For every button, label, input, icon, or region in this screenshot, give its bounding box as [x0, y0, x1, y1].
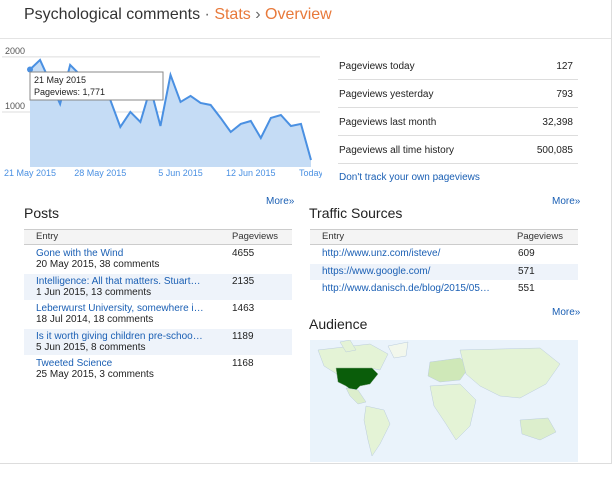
audience-map — [310, 340, 578, 462]
x-tick-label: 5 Jun 2015 — [158, 168, 203, 178]
col-header: Pageviews — [232, 231, 278, 242]
entry-meta: 5 Jun 2015, 8 comments — [36, 341, 146, 353]
entry-link[interactable]: Intelligence: All that matters. Stuart… — [36, 275, 201, 287]
table-row: http://www.unz.com/isteve/609 — [310, 246, 578, 263]
summary-row: Pageviews last month 32,398 — [338, 108, 578, 136]
area — [30, 59, 311, 168]
frame — [0, 0, 612, 464]
summary-label: Pageviews last month — [339, 117, 437, 128]
summary-row: Pageviews today 127 — [338, 52, 578, 80]
x-tick-label: 12 Jun 2015 — [226, 168, 276, 178]
table-row: Intelligence: All that matters. Stuart… 1… — [24, 273, 292, 301]
summary-row: Pageviews all time history 500,085 — [338, 136, 578, 164]
entry-link[interactable]: Is it worth giving children pre-schoo… — [36, 330, 203, 342]
overview: Overview — [265, 6, 332, 23]
y-tick-label: 2000 — [5, 46, 25, 56]
entry-meta: 18 Jul 2014, 18 comments — [36, 314, 154, 326]
table-row: Leberwurst University, somewhere i… 18 Ju… — [24, 301, 292, 328]
entry-link[interactable]: Tweeted Science — [36, 358, 113, 370]
pageviews: 1189 — [232, 330, 254, 342]
table-row: Is it worth giving children pre-schoo… 5 … — [24, 328, 292, 356]
dont-track-link[interactable]: Don't track your own pageviews — [339, 172, 480, 183]
europe — [427, 357, 471, 383]
entry-meta: 20 May 2015, 38 comments — [36, 259, 160, 270]
usa — [335, 367, 379, 393]
divider — [0, 38, 611, 39]
posts-title: Posts — [24, 205, 60, 221]
pageviews: 551 — [518, 283, 535, 294]
summary-value: 500,085 — [536, 145, 573, 156]
sep: › — [255, 6, 261, 23]
tooltip-text: Pageviews: 1,771 — [34, 87, 105, 97]
table-row: Tweeted Science 25 May 2015, 3 comments 11… — [24, 356, 292, 383]
summary-label: Pageviews all time history — [339, 145, 455, 156]
point — [27, 66, 33, 73]
x-tick-label: Today — [299, 168, 322, 178]
entry-meta: 1 Jun 2015, 13 comments — [36, 286, 152, 298]
blog-name: Psychological comments — [24, 6, 201, 23]
alaska — [339, 340, 357, 353]
pageviews: 4655 — [232, 248, 255, 259]
traffic-table: Entry Pageviews http://www.unz.com/isteve/… — [310, 229, 578, 298]
south-america — [363, 405, 391, 457]
pageviews: 609 — [518, 248, 535, 259]
entry-link[interactable]: http://www.danisch.de/blog/2015/05… — [322, 283, 490, 294]
more-link[interactable]: More» — [266, 196, 295, 207]
entry-link[interactable]: http://www.unz.com/isteve/ — [322, 248, 441, 259]
pageviews: 571 — [518, 265, 535, 277]
entry-meta: 25 May 2015, 3 comments — [36, 369, 154, 381]
asia — [459, 347, 561, 399]
summary-value: 793 — [556, 89, 573, 100]
summary-value: 127 — [556, 61, 573, 72]
table-header: Entry Pageviews — [24, 229, 292, 245]
tooltip-title: 21 May 2015 — [34, 75, 86, 85]
africa — [429, 383, 477, 441]
pageviews: 2135 — [232, 275, 255, 287]
greenland — [387, 341, 409, 359]
entry-link[interactable]: Leberwurst University, somewhere i… — [36, 303, 204, 315]
summary-row: Pageviews yesterday 793 — [338, 80, 578, 108]
australia — [519, 417, 557, 441]
pageviews: 1463 — [232, 303, 255, 315]
more-link[interactable]: More» — [552, 196, 581, 207]
col-header: Entry — [322, 231, 345, 242]
pageviews: 1168 — [232, 358, 254, 370]
table-header: Entry Pageviews — [310, 229, 578, 245]
table-row: https://www.google.com/571 — [310, 263, 578, 280]
breadcrumb: Psychological comments · Stats › Overvie… — [24, 6, 332, 24]
summary-label: Pageviews today — [339, 61, 415, 72]
x-tick-label: 21 May 2015 — [4, 168, 56, 178]
summary-label: Pageviews yesterday — [339, 89, 434, 100]
chart: 1000 2000 21 May 2015 28 May 2015 5 Jun 2015… — [2, 46, 322, 178]
table-row: Gone with the Wind 20 May 2015, 38 commen… — [24, 246, 292, 273]
y-tick-label: 1000 — [5, 101, 25, 111]
sep: · — [204, 6, 210, 23]
col-header: Pageviews — [517, 231, 563, 242]
summary: Pageviews today 127 Pageviews yesterday 793… — [338, 52, 578, 164]
entry-link[interactable]: https://www.google.com/ — [322, 265, 431, 277]
posts-table: Entry Pageviews Gone with the Wind 20 May 2… — [24, 229, 292, 383]
central-america — [345, 387, 367, 405]
x-tick-label: 28 May 2015 — [74, 168, 126, 178]
col-header: Entry — [36, 231, 59, 242]
audience-title: Audience — [309, 316, 368, 332]
traffic-title: Traffic Sources — [309, 205, 403, 221]
summary-value: 32,398 — [542, 117, 573, 128]
table-row: http://www.danisch.de/blog/2015/05… 551 — [310, 281, 578, 298]
tooltip: 21 May 2015 Pageviews: 1,771 — [29, 71, 164, 101]
more-link[interactable]: More» — [552, 307, 581, 318]
tooltip-box — [29, 71, 164, 101]
stats-link[interactable]: Stats — [214, 6, 251, 23]
entry-link[interactable]: Gone with the Wind — [36, 248, 124, 259]
